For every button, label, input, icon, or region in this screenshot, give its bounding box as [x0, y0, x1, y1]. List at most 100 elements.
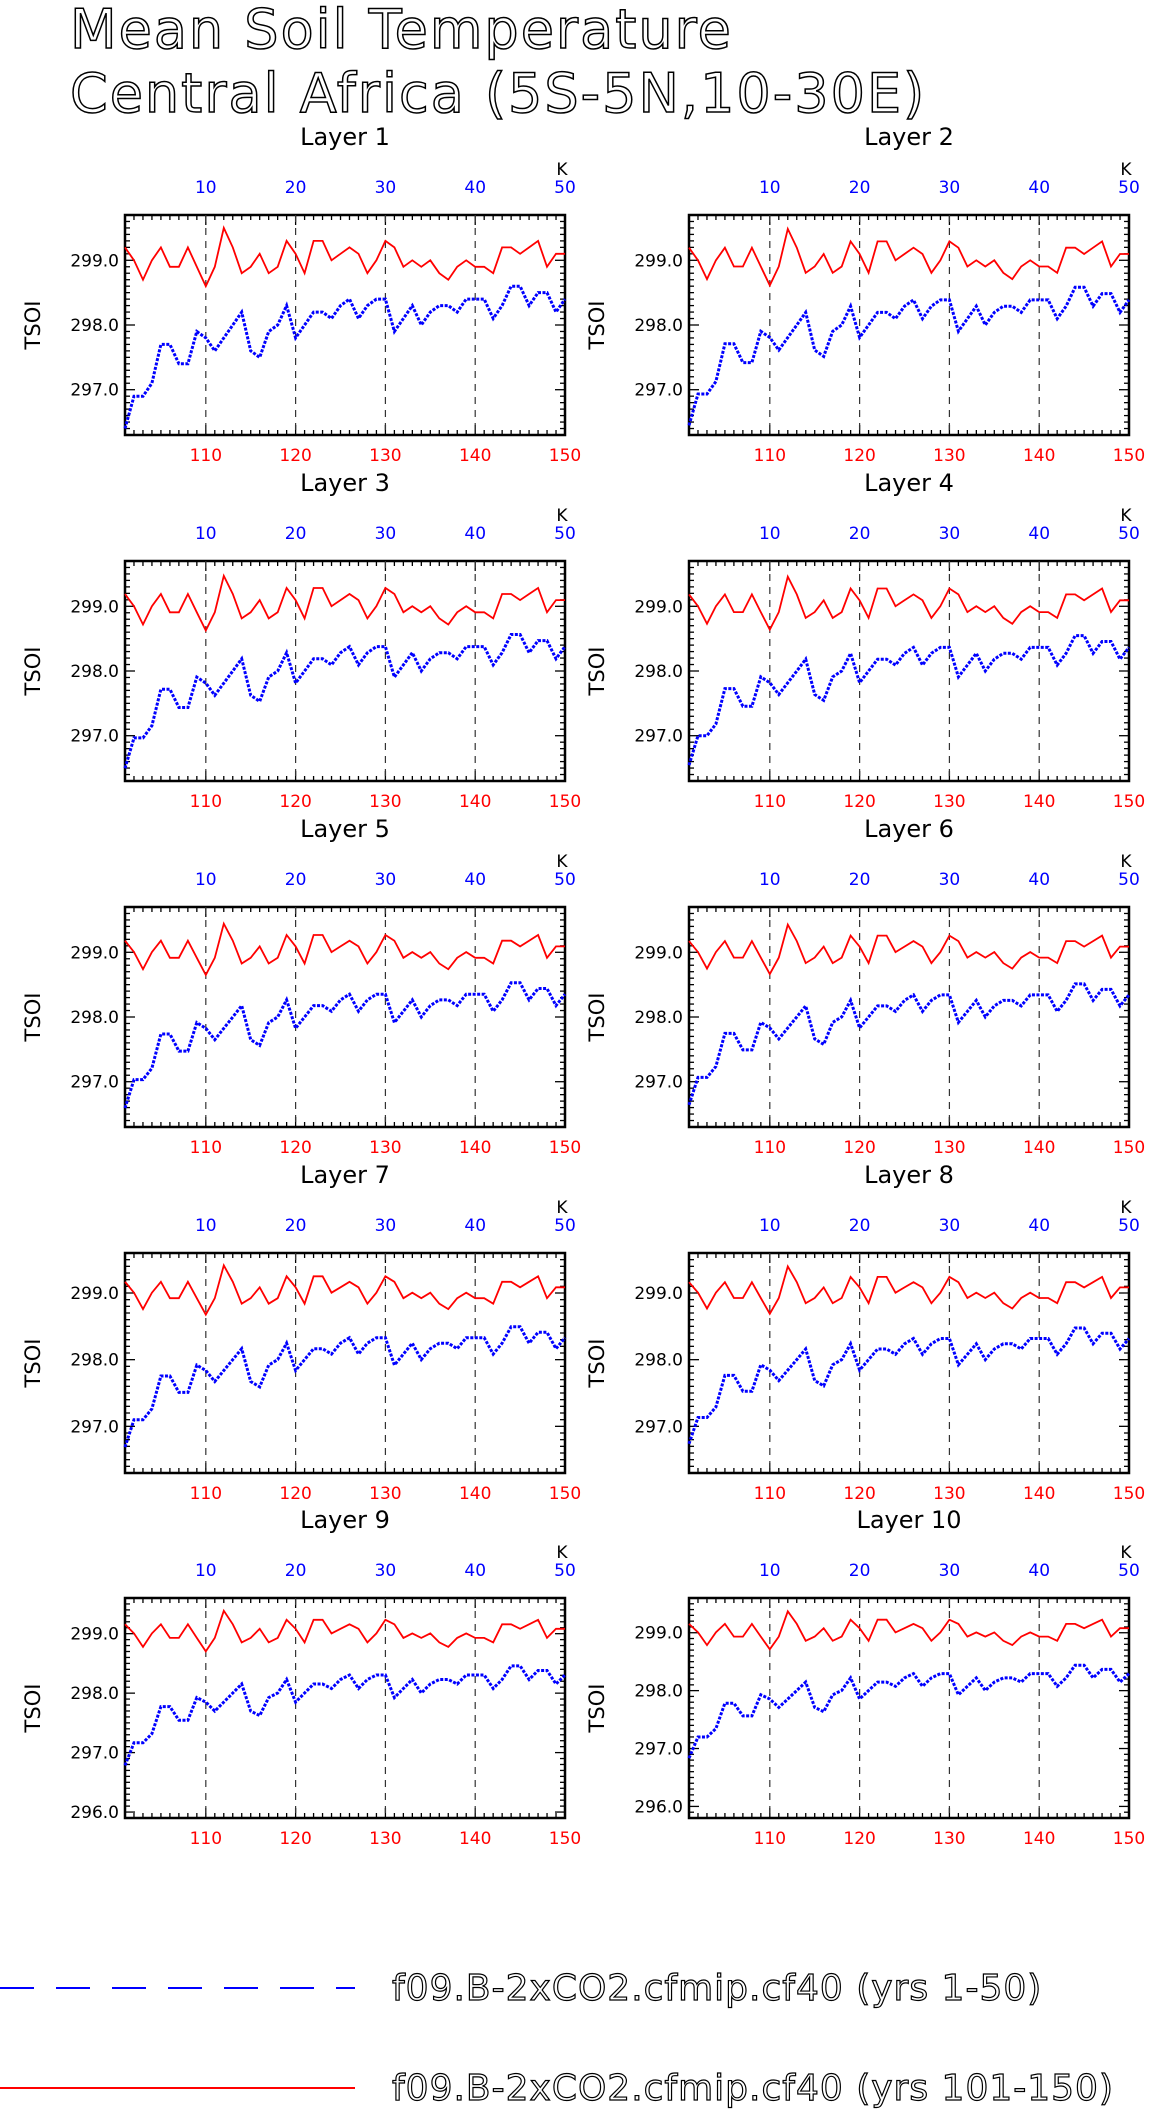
series-line-yrs-1-50 — [687, 1326, 1131, 1445]
y-tick-label: 299.0 — [634, 597, 683, 617]
plot-frame — [123, 905, 567, 1129]
plot-frame — [687, 1251, 1131, 1475]
top-tick-label: 40 — [464, 178, 486, 198]
series-line-yrs-101-150 — [124, 225, 565, 289]
bottom-tick-label: 140 — [1023, 792, 1055, 812]
top-tick-label: 50 — [1118, 524, 1140, 544]
y-tick-label: 299.0 — [70, 943, 119, 963]
top-tick-label: 10 — [195, 1216, 217, 1236]
bottom-tick-label: 130 — [369, 1484, 401, 1504]
y-tick-label: 299.0 — [70, 597, 119, 617]
bottom-tick-label: 150 — [549, 1138, 581, 1158]
y-axis-label: TSOI — [21, 301, 45, 351]
panel-layer-9: Layer 9 110 120 130 140 150 10 20 30 40 50K 296.0 29… — [21, 1506, 581, 1849]
panel-title: Layer 10 — [856, 1506, 961, 1534]
top-tick-label: 10 — [759, 1216, 781, 1236]
series-line-yrs-1-50 — [123, 1325, 567, 1448]
bottom-tick-label: 130 — [933, 1484, 965, 1504]
y-tick-label: 298.0 — [70, 1008, 119, 1028]
series-line-yrs-101-150 — [124, 1263, 565, 1317]
top-tick-label: 50 — [554, 524, 576, 544]
bottom-tick-label: 120 — [843, 1484, 875, 1504]
top-tick-label: 10 — [195, 524, 217, 544]
y-tick-label: 298.0 — [634, 662, 683, 682]
y-axis-label: TSOI — [585, 993, 609, 1043]
legend-label-yrs-101-150: f09.B-2xCO2.cfmip.cf40 (yrs 101-150) — [392, 2068, 1114, 2109]
panel-title: Layer 7 — [300, 1161, 390, 1189]
plot-frame — [687, 559, 1131, 783]
top-tick-label: 40 — [464, 1561, 486, 1581]
series-line-yrs-101-150 — [688, 1609, 1129, 1651]
y-tick-label: 298.0 — [70, 316, 119, 336]
top-tick-label: 10 — [759, 870, 781, 890]
bottom-tick-label: 140 — [1023, 446, 1055, 466]
series-line-yrs-101-150 — [688, 922, 1129, 976]
top-tick-label: 10 — [759, 178, 781, 198]
top-axis-label: K — [1120, 506, 1132, 526]
bottom-tick-label: 150 — [549, 792, 581, 812]
y-tick-label: 298.0 — [70, 1351, 119, 1371]
series-line-yrs-1-50 — [687, 634, 1131, 766]
bottom-tick-label: 150 — [549, 1484, 581, 1504]
top-tick-label: 30 — [939, 870, 961, 890]
top-tick-label: 10 — [759, 1561, 781, 1581]
top-tick-label: 40 — [1028, 1216, 1050, 1236]
y-axis-label: TSOI — [21, 993, 45, 1043]
bottom-tick-label: 130 — [933, 446, 965, 466]
top-axis-label: K — [556, 160, 568, 180]
bottom-tick-label: 140 — [459, 1484, 491, 1504]
panel-title: Layer 1 — [300, 123, 390, 151]
top-tick-label: 30 — [939, 524, 961, 544]
top-tick-label: 30 — [939, 1216, 961, 1236]
bottom-tick-label: 110 — [190, 792, 222, 812]
y-tick-label: 297.0 — [70, 727, 119, 747]
panel-layer-1: Layer 1 110 120 130 140 150 10 20 30 40 50K 297.0 29… — [21, 123, 581, 466]
bottom-tick-label: 140 — [459, 1829, 491, 1849]
panel-layer-6: Layer 6 110 120 130 140 150 10 20 30 40 50K 297.0 29… — [585, 815, 1145, 1158]
top-tick-label: 40 — [1028, 178, 1050, 198]
y-tick-label: 299.0 — [70, 251, 119, 271]
series-line-yrs-101-150 — [688, 1264, 1129, 1316]
top-tick-label: 10 — [195, 178, 217, 198]
top-tick-label: 20 — [849, 1561, 871, 1581]
y-axis-label: TSOI — [21, 1684, 45, 1734]
bottom-tick-label: 110 — [190, 1138, 222, 1158]
panel-title: Layer 4 — [864, 469, 954, 497]
series-line-yrs-1-50 — [687, 1663, 1131, 1759]
bottom-tick-label: 140 — [1023, 1829, 1055, 1849]
top-tick-label: 40 — [464, 524, 486, 544]
top-axis-label: K — [556, 852, 568, 872]
top-tick-label: 40 — [464, 870, 486, 890]
series-line-yrs-1-50 — [123, 284, 567, 429]
panel-layer-4: Layer 4 110 120 130 140 150 10 20 30 40 50K 297.0 29… — [585, 469, 1145, 812]
top-axis-label: K — [556, 1198, 568, 1218]
plot-frame — [123, 1596, 567, 1820]
bottom-tick-label: 140 — [459, 1138, 491, 1158]
bottom-tick-label: 120 — [279, 446, 311, 466]
y-tick-label: 297.0 — [70, 381, 119, 401]
top-tick-label: 30 — [939, 1561, 961, 1581]
bottom-tick-label: 110 — [190, 1829, 222, 1849]
top-tick-label: 20 — [285, 178, 307, 198]
bottom-tick-label: 120 — [843, 1138, 875, 1158]
top-tick-label: 50 — [1118, 178, 1140, 198]
panel-title: Layer 3 — [300, 469, 390, 497]
top-tick-label: 20 — [849, 524, 871, 544]
y-tick-label: 299.0 — [634, 251, 683, 271]
top-tick-label: 50 — [554, 870, 576, 890]
top-tick-label: 50 — [1118, 1561, 1140, 1581]
top-tick-label: 40 — [1028, 524, 1050, 544]
y-axis-label: TSOI — [585, 647, 609, 697]
bottom-tick-label: 120 — [843, 446, 875, 466]
y-tick-label: 298.0 — [634, 316, 683, 336]
bottom-tick-label: 140 — [1023, 1138, 1055, 1158]
top-tick-label: 20 — [849, 178, 871, 198]
y-axis-label: TSOI — [21, 1339, 45, 1389]
y-tick-label: 296.0 — [70, 1803, 119, 1823]
bottom-tick-label: 150 — [1113, 792, 1145, 812]
panel-title: Layer 5 — [300, 815, 390, 843]
panel-layer-7: Layer 7 110 120 130 140 150 10 20 30 40 50K 297.0 29… — [21, 1161, 581, 1504]
panel-layer-10: Layer 10 110 120 130 140 150 10 20 30 40 50K 296.0 2… — [585, 1506, 1145, 1849]
y-axis-label: TSOI — [585, 1339, 609, 1389]
